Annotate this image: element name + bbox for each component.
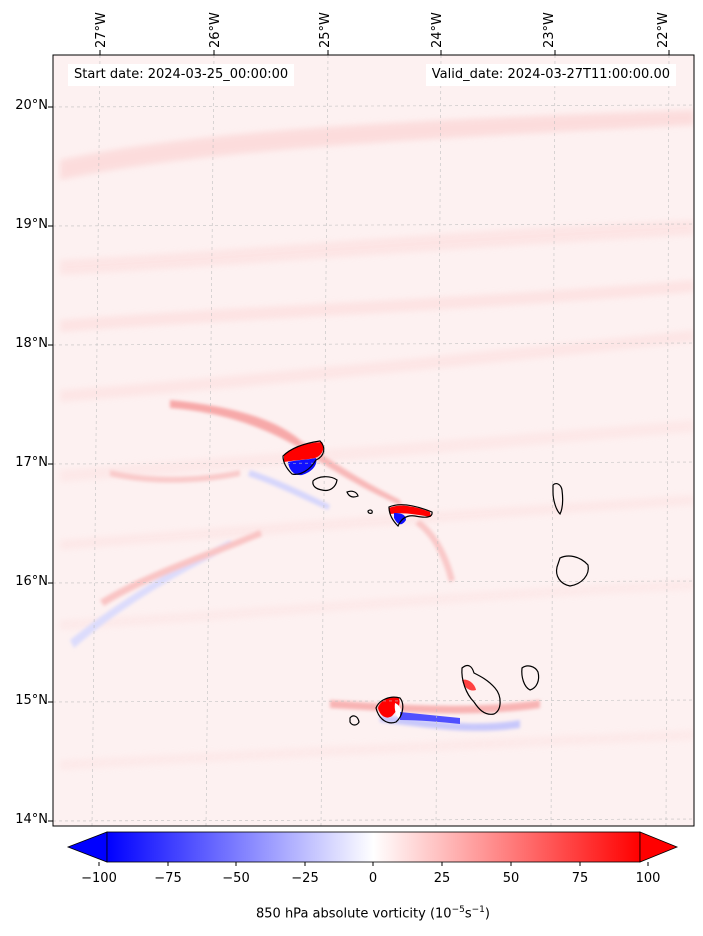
- fogo-core: [394, 703, 402, 720]
- lon-label-27w: 27°W: [94, 12, 109, 48]
- sao-nicolau-negative: [394, 513, 406, 525]
- island-santa-luzia: [346, 490, 359, 498]
- lon-label-22w: 22°W: [656, 12, 671, 48]
- colorbar-tick: −50: [222, 871, 250, 886]
- coastlines: [282, 440, 589, 726]
- island-fogo: [375, 696, 404, 724]
- lon-label-26w: 26°W: [208, 12, 223, 48]
- colorbar-gradient: [106, 831, 641, 863]
- santo-antao-positive: [284, 442, 324, 462]
- island-santiago: [461, 664, 501, 715]
- vorticity-field: [60, 110, 694, 770]
- lat-label-19n: 19°N: [15, 217, 48, 232]
- colorbar-label: 850 hPa absolute vorticity (10−5s−1): [0, 905, 703, 921]
- colorbar: [66, 831, 679, 866]
- start-date-label: Start date: 2024-03-25_00:00:00: [68, 64, 295, 86]
- colorbar-min-arrow: [66, 831, 108, 863]
- colorbar-label-exp2: −1: [471, 905, 485, 915]
- santiago-positive: [462, 679, 476, 691]
- colorbar-tick: 0: [368, 871, 378, 886]
- island-brava: [349, 715, 360, 726]
- colorbar-tick: 50: [502, 871, 520, 886]
- colorbar-max-arrow: [639, 831, 679, 863]
- colorbar-tick: 100: [635, 871, 661, 886]
- colorbar-label-prefix: 850 hPa absolute vorticity (10: [256, 906, 452, 922]
- colorbar-tick: −100: [81, 871, 117, 886]
- valid-date-label: Valid_date: 2024-03-27T11:00:00.00: [425, 64, 676, 86]
- island-sao-nicolau: [388, 504, 433, 528]
- colorbar-tick: 25: [433, 871, 451, 886]
- colorbar-label-mid: s: [464, 906, 472, 922]
- island-sao-vicente: [312, 476, 338, 492]
- lon-label-24w: 24°W: [430, 12, 445, 48]
- island-santo-antao: [282, 440, 325, 475]
- gridlines: [52, 54, 695, 827]
- tick-marks: [48, 50, 670, 822]
- island-maio: [521, 665, 540, 691]
- island-boa-vista: [555, 555, 589, 587]
- lon-label-23w: 23°W: [542, 12, 557, 48]
- map-frame: [52, 54, 695, 827]
- lon-label-25w: 25°W: [318, 12, 333, 48]
- colorbar-label-exp1: −5: [451, 905, 465, 915]
- lat-label-18n: 18°N: [15, 336, 48, 351]
- colorbar-tick: −25: [291, 871, 319, 886]
- colorbar-tick: −75: [154, 871, 182, 886]
- lat-label-14n: 14°N: [15, 812, 48, 827]
- lat-label-16n: 16°N: [15, 574, 48, 589]
- colorbar-label-suffix: ): [484, 906, 490, 922]
- fogo-negative-wake: [400, 712, 460, 724]
- sao-nicolau-positive: [389, 505, 431, 517]
- island-islet: [367, 509, 373, 514]
- lat-label-20n: 20°N: [15, 98, 48, 113]
- colorbar-tick: 75: [571, 871, 589, 886]
- fogo-positive: [378, 696, 400, 718]
- lat-label-17n: 17°N: [15, 455, 48, 470]
- island-sal: [552, 483, 564, 516]
- santo-antao-negative: [288, 458, 317, 476]
- lat-label-15n: 15°N: [15, 693, 48, 708]
